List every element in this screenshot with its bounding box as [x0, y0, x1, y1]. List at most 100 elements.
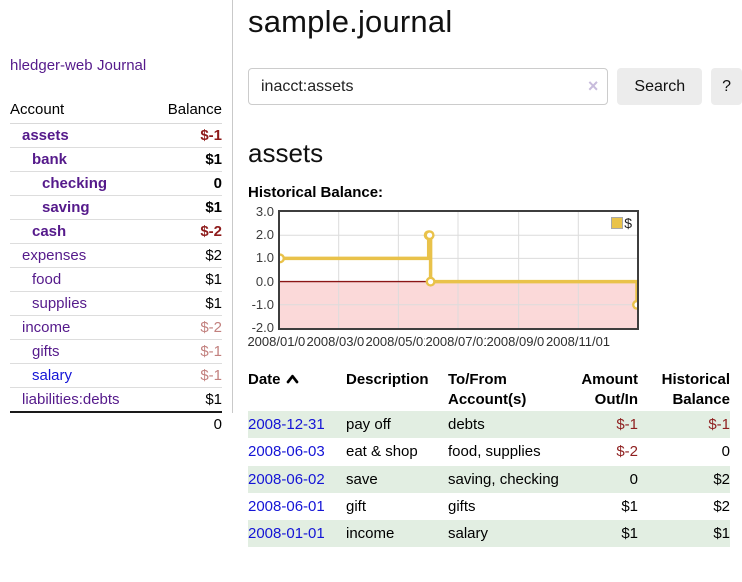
transaction-date-link[interactable]: 2008-06-03: [248, 443, 325, 461]
sidebar-account-row: supplies $1: [10, 291, 222, 316]
transaction-row: 2008-12-31 pay off debts $-1 $-1: [248, 411, 730, 439]
sidebar-account-row: checking 0: [10, 171, 222, 196]
clear-search-icon[interactable]: ×: [587, 76, 599, 96]
sidebar-account-balance: $-2: [151, 315, 222, 340]
search-form: × Search ?: [248, 68, 742, 105]
sidebar-accounts-table: Account Balance assets $-1 bank $1 checking 0…: [10, 98, 222, 436]
tofrom-column-header: To/From Account(s): [448, 368, 560, 411]
transaction-date-link[interactable]: 2008-12-31: [248, 416, 325, 433]
sidebar-account-row: expenses $2: [10, 243, 222, 268]
y-axis-tick-label: -1.0: [251, 297, 274, 312]
description-column-header: Description: [346, 371, 429, 388]
x-axis-tick-label: 2008/11/01: [545, 334, 611, 349]
sidebar-account-balance: $1: [151, 291, 222, 316]
sidebar-account-balance: $1: [151, 267, 222, 292]
sidebar-account-link-food[interactable]: food: [32, 271, 62, 288]
transaction-balance-cell: $-1: [708, 416, 730, 433]
chart-plot-area: $: [275, 210, 643, 330]
sidebar-account-row: food $1: [10, 267, 222, 292]
brand-link[interactable]: hledger-web: [10, 57, 93, 74]
sidebar-item-journal[interactable]: Journal: [97, 57, 147, 74]
transaction-date-link[interactable]: 2008-06-01: [248, 497, 325, 515]
sidebar-account-row: cash $-2: [10, 219, 222, 244]
transaction-tofrom-cell: saving, checking: [448, 470, 559, 488]
transaction-tofrom-cell: food, supplies: [448, 443, 541, 461]
sidebar-account-link-liabilities-debts[interactable]: liabilities:debts: [22, 391, 120, 408]
transaction-tofrom-cell: debts: [448, 416, 485, 433]
sidebar-account-balance: $1: [151, 195, 222, 220]
amount-header-line1: Amount: [581, 371, 638, 388]
sidebar-account-balance: $-2: [151, 219, 222, 244]
transaction-row: 2008-06-02 save saving, checking 0 $2: [248, 465, 730, 493]
sort-asc-icon: [286, 371, 299, 388]
tofrom-header-line2: Account(s): [448, 390, 527, 408]
chart-legend: $: [611, 215, 632, 231]
balance-column-header: Historical Balance: [638, 368, 730, 411]
transaction-date-link[interactable]: 2008-06-02: [248, 470, 325, 488]
sidebar-account-link-income[interactable]: income: [22, 319, 71, 336]
sidebar-account-link-gifts[interactable]: gifts: [32, 343, 60, 360]
y-axis-tick-label: 0.0: [255, 274, 274, 289]
sidebar-account-row: income $-2: [10, 315, 222, 340]
sidebar-account-link-supplies[interactable]: supplies: [32, 295, 88, 312]
transaction-amount-cell: $-2: [616, 443, 638, 461]
main-content: sample.journal × Search ? assets Histori…: [247, 0, 742, 548]
transaction-date-link[interactable]: 2008-01-01: [248, 525, 325, 542]
transaction-tofrom-cell: salary: [448, 525, 489, 542]
sidebar-account-balance: $-1: [151, 339, 222, 364]
transaction-date-cell: 2008-06-03: [248, 438, 346, 465]
y-axis-tick-label: 3.0: [255, 204, 274, 219]
transaction-description-cell: gift: [346, 497, 367, 515]
transaction-date-cell: 2008-06-02: [248, 466, 346, 493]
legend-label: $: [624, 215, 632, 231]
transaction-date-cell: 2008-12-31: [248, 411, 346, 438]
sidebar-account-link-expenses[interactable]: expenses: [22, 247, 87, 264]
transaction-balance-cell: $2: [713, 497, 730, 515]
sidebar-account-balance: $1: [151, 147, 222, 172]
x-axis-tick-label: 2008/05/01: [365, 334, 431, 349]
x-axis-tick-label: 2008/03/01: [306, 334, 372, 349]
sidebar: hledger-web Journal Account Balance asse…: [0, 0, 233, 436]
search-input[interactable]: [248, 68, 609, 105]
y-axis-tick-label: 1.0: [255, 250, 274, 265]
amount-column-header: Amount Out/In: [560, 368, 638, 411]
sidebar-account-row: bank $1: [10, 147, 222, 172]
transaction-row: 2008-06-03 eat & shop food, supplies $-2 0: [248, 438, 730, 465]
sidebar-account-row: assets $-1: [10, 123, 222, 148]
help-button[interactable]: ?: [711, 68, 742, 105]
x-axis-tick-label: 2008/07/01: [425, 334, 491, 349]
date-column-header: Date: [248, 368, 346, 411]
x-axis-tick-label: 2008/01/01: [247, 334, 313, 349]
x-axis-tick-label: 2008/09/01: [486, 334, 552, 349]
sidebar-account-link-checking[interactable]: checking: [42, 175, 108, 192]
chart-heading: Historical Balance:: [248, 184, 384, 201]
transaction-amount-cell: $1: [621, 497, 638, 515]
sidebar-account-balance: $1: [151, 387, 222, 413]
y-axis-tick-label: 2.0: [255, 227, 274, 242]
sidebar-account-link-assets[interactable]: assets: [22, 127, 69, 144]
transaction-tofrom-cell: gifts: [448, 497, 476, 515]
sidebar-account-balance: $2: [151, 243, 222, 268]
sidebar-total-row: 0: [10, 411, 222, 436]
sidebar-account-balance: 0: [151, 171, 222, 196]
transaction-amount-cell: 0: [629, 470, 638, 488]
sidebar-account-row: saving $1: [10, 195, 222, 220]
balance-header-line2: Balance: [672, 390, 730, 408]
date-header-label: Date: [248, 371, 281, 388]
register-header-row: Date Description To/From Account(s) Amou…: [248, 368, 730, 411]
transaction-description-cell: income: [346, 525, 395, 542]
transaction-balance-cell: 0: [721, 443, 730, 461]
y-axis-tick-label: -2.0: [251, 320, 274, 335]
sidebar-account-link-cash[interactable]: cash: [32, 223, 67, 240]
sidebar-account-link-bank[interactable]: bank: [32, 151, 68, 168]
legend-swatch-icon: [611, 217, 624, 229]
sidebar-account-row: salary $-1: [10, 363, 222, 388]
transaction-row: 2008-01-01 income salary $1 $1: [248, 520, 730, 548]
sidebar-account-link-salary[interactable]: salary: [32, 367, 73, 384]
search-button[interactable]: Search: [617, 68, 703, 105]
sidebar-account-rows: assets $-1 bank $1 checking 0 saving $1 cash $-2 e…: [10, 123, 222, 413]
transaction-amount-cell: $1: [621, 525, 638, 542]
balance-header-line1: Historical: [661, 371, 730, 388]
transaction-description-cell: pay off: [346, 416, 391, 433]
sidebar-account-link-saving[interactable]: saving: [42, 199, 90, 216]
